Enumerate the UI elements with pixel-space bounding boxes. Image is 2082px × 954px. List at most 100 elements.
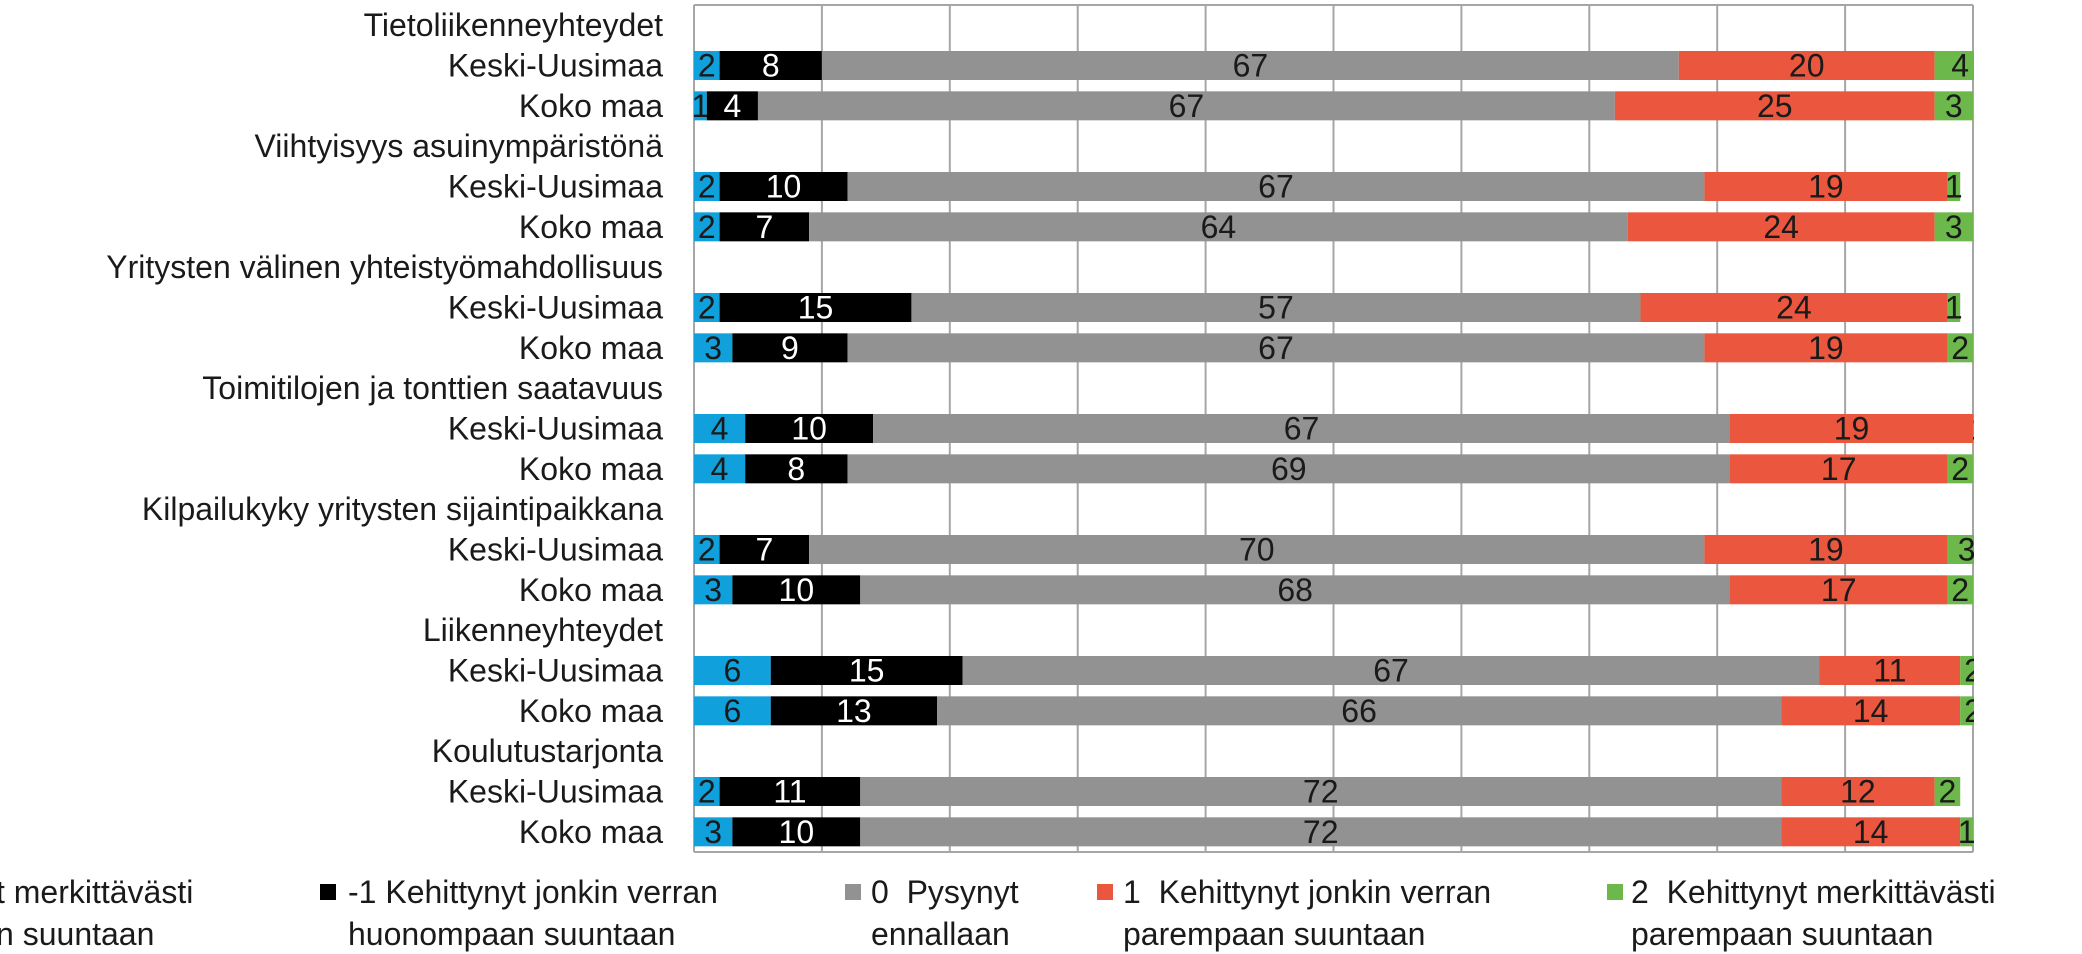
category-label: Koko maa — [519, 330, 663, 366]
bar-segment — [1934, 212, 1973, 242]
bar-segment — [1947, 333, 1973, 363]
data-label: 2 — [1951, 451, 1969, 487]
data-label: 6 — [723, 653, 741, 689]
bar-segment — [1614, 91, 1935, 121]
data-label: 64 — [1201, 209, 1237, 245]
category-label: Koko maa — [519, 88, 663, 124]
bar-segment — [1947, 293, 1961, 322]
bar-segment — [1947, 575, 1973, 605]
data-label: 1 — [1945, 290, 1963, 326]
data-label: 69 — [1271, 451, 1307, 487]
data-label: 10 — [766, 169, 802, 205]
bar-segment — [694, 535, 720, 564]
bar-segment — [694, 91, 707, 121]
data-label: 2 — [698, 209, 716, 245]
bar-segment — [911, 293, 1641, 322]
bar-segment — [962, 656, 1820, 685]
data-label: 3 — [704, 572, 722, 608]
data-label: 67 — [1373, 653, 1409, 689]
bar-segment — [1729, 575, 1948, 605]
data-label: 2 — [1964, 653, 1982, 689]
bar-segment — [719, 51, 822, 80]
category-label: Yritysten välinen yhteistyömahdollisuus — [106, 249, 663, 285]
bar-segment — [821, 51, 1679, 80]
data-label: 8 — [787, 451, 805, 487]
data-label: 14 — [1853, 693, 1889, 729]
bar-segment — [937, 696, 1782, 726]
data-label: 12 — [1840, 774, 1876, 810]
data-label: 24 — [1763, 209, 1799, 245]
bar-segment — [694, 454, 746, 484]
category-label: Koko maa — [519, 572, 663, 608]
bar-segment — [745, 454, 848, 484]
plot: Tietoliikenneyhteydet Keski-Uusimaa Koko m… — [106, 4, 1982, 853]
data-label: 8 — [762, 48, 780, 84]
bar-segment — [860, 575, 1730, 605]
bar-segment — [1973, 414, 1974, 443]
data-label: 13 — [836, 693, 872, 729]
bar-segment — [732, 817, 861, 847]
bar-segment — [1934, 51, 1974, 80]
legend-label: -2 Kehittynyt merkittävästi huonompaan s… — [0, 874, 194, 952]
data-label: 19 — [1808, 169, 1844, 205]
data-label: 11 — [1873, 653, 1906, 689]
category-label: Koko maa — [519, 451, 663, 487]
bar-segment — [694, 172, 720, 201]
data-label: 10 — [791, 411, 827, 447]
bar-segment — [1960, 656, 1974, 685]
data-label: 3 — [704, 330, 722, 366]
data-label: 11 — [773, 774, 806, 810]
bar-segment — [719, 172, 848, 201]
category-label: Keski-Uusimaa — [448, 169, 663, 205]
bar-segment — [1947, 535, 1974, 564]
data-label: 67 — [1169, 88, 1205, 124]
data-label: 25 — [1757, 88, 1793, 124]
data-label: 67 — [1284, 411, 1320, 447]
data-label: 2 — [698, 290, 716, 326]
data-label: 6 — [723, 693, 741, 729]
data-label: 4 — [723, 88, 741, 124]
bar-segment — [770, 656, 963, 685]
data-label: 3 — [1958, 532, 1976, 568]
bar-segment — [757, 91, 1615, 121]
category-label: Viihtyisyys asuinympäristönä — [255, 128, 664, 164]
bar-segment — [809, 212, 1628, 242]
data-label: 4 — [1951, 48, 1969, 84]
bar-segment — [1934, 777, 1961, 806]
legend-swatch — [1607, 884, 1623, 900]
data-label: 20 — [1789, 48, 1825, 84]
data-label: 66 — [1341, 693, 1377, 729]
data-label: 19 — [1808, 330, 1844, 366]
data-label: 1 — [691, 88, 709, 124]
bar-segment — [860, 817, 1782, 847]
bar-segment — [1819, 656, 1961, 685]
bar-segment — [1960, 817, 1973, 847]
category-label: Koulutustarjonta — [432, 733, 663, 769]
category-label: Koko maa — [519, 209, 663, 245]
category-label: Keski-Uusimaa — [448, 774, 663, 810]
bar-segment — [809, 535, 1705, 564]
data-label: 4 — [711, 451, 729, 487]
data-label: 9 — [781, 330, 799, 366]
data-label: 14 — [1853, 814, 1889, 850]
data-label: 15 — [849, 653, 885, 689]
data-label: 15 — [798, 290, 834, 326]
data-label: 7 — [755, 532, 773, 568]
bar-segment — [1947, 172, 1961, 201]
data-label: 2 — [698, 48, 716, 84]
data-label: 67 — [1233, 48, 1269, 84]
bar-segment — [694, 414, 746, 443]
bar-segment — [1640, 293, 1948, 322]
bar-segment — [1960, 696, 1974, 726]
data-label: 67 — [1258, 330, 1294, 366]
bar-segment — [770, 696, 938, 726]
data-label: 70 — [1239, 532, 1275, 568]
data-label: 10 — [779, 572, 815, 608]
category-label: Tietoliikenneyhteydet — [364, 7, 664, 43]
data-label: 72 — [1303, 814, 1339, 850]
bar-segment — [694, 293, 720, 322]
legend-swatch — [845, 884, 861, 900]
bar-segment — [1934, 91, 1973, 121]
bar-segment — [847, 333, 1705, 363]
data-label: 2 — [1939, 774, 1957, 810]
